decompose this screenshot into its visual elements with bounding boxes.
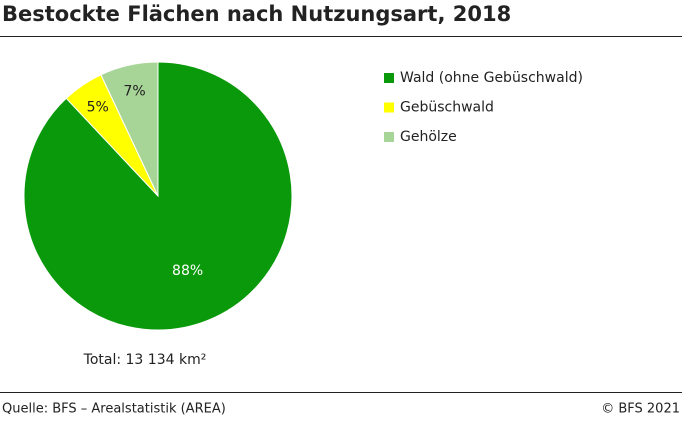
copyright: © BFS 2021 [601, 402, 680, 417]
legend-label: Gebüschwald [400, 100, 494, 116]
total-note: Total: 13 134 km² [83, 352, 207, 368]
data-label: 5% [87, 99, 109, 115]
legend-swatch [384, 102, 394, 113]
source: Quelle: BFS – Arealstatistik (AREA) [2, 402, 226, 417]
legend-label: Gehölze [400, 129, 457, 145]
legend-swatch [384, 73, 394, 83]
legend-label: Wald (ohne Gebüschwald) [400, 70, 583, 86]
chart-title: Bestockte Flächen nach Nutzungsart, 2018 [2, 2, 511, 26]
data-label: 7% [124, 83, 146, 99]
legend-swatch [384, 132, 394, 142]
pie-slice [100, 61, 159, 197]
data-label: 88% [172, 263, 203, 279]
